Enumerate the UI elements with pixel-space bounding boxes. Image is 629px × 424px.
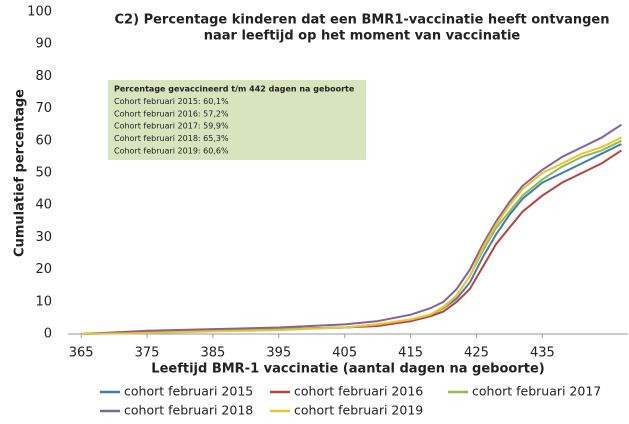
y-tick-label: 50 <box>35 166 52 181</box>
y-tick-label: 80 <box>35 69 52 84</box>
x-tick-label: 365 <box>69 346 94 361</box>
y-tick-label: 20 <box>35 262 52 277</box>
annotation: Cohort februari 2015: 60,1% <box>114 97 229 106</box>
y-tick-label: 100 <box>27 5 52 20</box>
legend-label: cohort februari 2017 <box>472 384 601 399</box>
series-line <box>81 123 622 335</box>
series-line <box>81 139 622 335</box>
x-axis-label: Leeftijd BMR-1 vaccinatie (aantal dagen … <box>151 362 544 377</box>
chart-title: C2) Percentage kinderen dat een BMR1-vac… <box>115 13 610 28</box>
x-tick-label: 415 <box>398 346 423 361</box>
x-tick-label: 385 <box>201 346 226 361</box>
x-tick-label: 425 <box>464 346 489 361</box>
annotation: Cohort februari 2017: 59,9% <box>114 122 229 131</box>
x-tick-label: 375 <box>135 346 160 361</box>
annotation-box <box>108 80 366 160</box>
y-tick-label: 0 <box>44 327 52 342</box>
x-tick-label: 435 <box>530 346 555 361</box>
legend-label: cohort februari 2018 <box>124 403 253 418</box>
y-tick-label: 70 <box>35 101 52 116</box>
legend-label: cohort februari 2016 <box>294 384 423 399</box>
legend-label: cohort februari 2015 <box>124 384 253 399</box>
chart-title: naar leeftijd op het moment van vaccinat… <box>204 29 521 44</box>
legend-label: cohort februari 2019 <box>294 403 423 418</box>
annotation: Cohort februari 2019: 60,6% <box>114 147 229 156</box>
y-tick-label: 60 <box>35 133 52 148</box>
x-tick-label: 395 <box>266 346 291 361</box>
annotation: Cohort februari 2016: 57,2% <box>114 109 229 118</box>
y-tick-label: 10 <box>35 294 52 309</box>
series-line <box>81 149 622 335</box>
y-tick-label: 40 <box>35 198 52 213</box>
y-axis-label: Cumulatief percentage <box>13 89 28 257</box>
x-tick-label: 405 <box>332 346 357 361</box>
annotation: Cohort februari 2018: 65,3% <box>114 134 229 143</box>
annotation: Percentage gevaccineerd t/m 442 dagen na… <box>114 85 355 94</box>
series-line <box>81 136 622 335</box>
y-tick-label: 90 <box>35 37 52 52</box>
y-tick-label: 30 <box>35 230 52 245</box>
